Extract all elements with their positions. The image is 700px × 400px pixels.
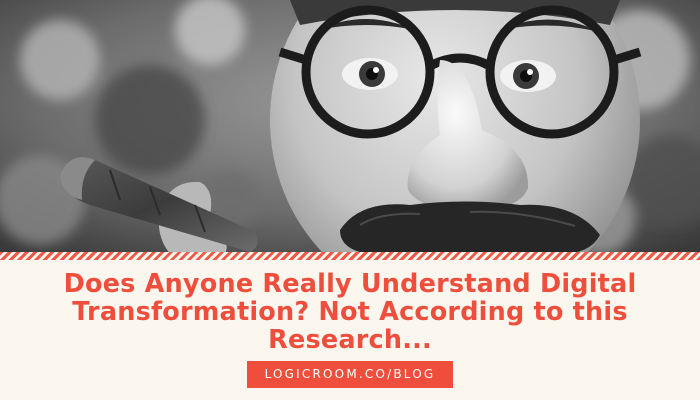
- title-line: Transformation? Not According to this: [72, 297, 628, 327]
- page-title: Does Anyone Really Understand Digital Tr…: [20, 270, 680, 354]
- title-line: Research...: [268, 325, 432, 355]
- striped-divider: [0, 252, 700, 260]
- hero-photo: [0, 0, 700, 254]
- title-line: Does Anyone Really Understand Digital: [63, 269, 637, 299]
- blog-link-button[interactable]: LOGICROOM.CO/BLOG: [247, 361, 453, 388]
